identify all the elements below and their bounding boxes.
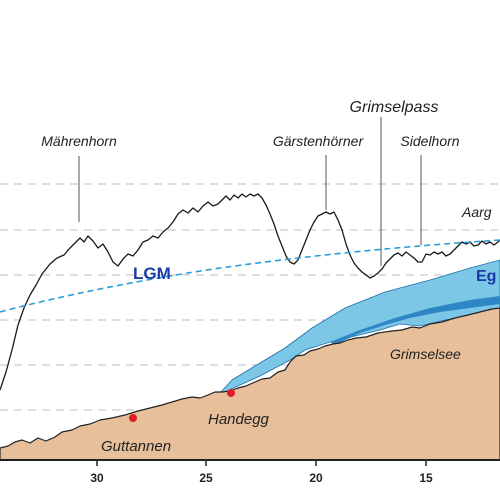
sidelhorn-label: Sidelhorn (400, 133, 459, 149)
x-tick-label-30: 30 (90, 471, 104, 485)
aargletscher-label: Aarg (461, 204, 492, 220)
guttannen-label: Guttannen (101, 438, 171, 455)
handegg-marker (227, 389, 235, 397)
terrain-body (0, 307, 500, 461)
ridge-line (0, 193, 500, 391)
glacier-dark-strip (330, 296, 500, 345)
lgm-label: LGM (133, 264, 171, 283)
glacier-body (217, 259, 500, 396)
leader-lines (78, 117, 422, 266)
x-axis-ticks (96, 460, 427, 466)
guttannen-marker (129, 414, 137, 422)
grimselpass-label: Grimselpass (350, 99, 439, 116)
glacier-label: Eg (476, 268, 496, 285)
mahrenhorn-label: Mährenhorn (41, 133, 117, 149)
grimselsee-label: Grimselsee (390, 346, 461, 362)
handegg-label: Handegg (208, 411, 270, 428)
lgm-line (0, 239, 500, 313)
x-tick-label-25: 25 (199, 471, 213, 485)
x-tick-label-15: 15 (419, 471, 433, 485)
x-tick-label-20: 20 (309, 471, 323, 485)
garstenhorner-label: Gärstenhörner (273, 133, 365, 149)
